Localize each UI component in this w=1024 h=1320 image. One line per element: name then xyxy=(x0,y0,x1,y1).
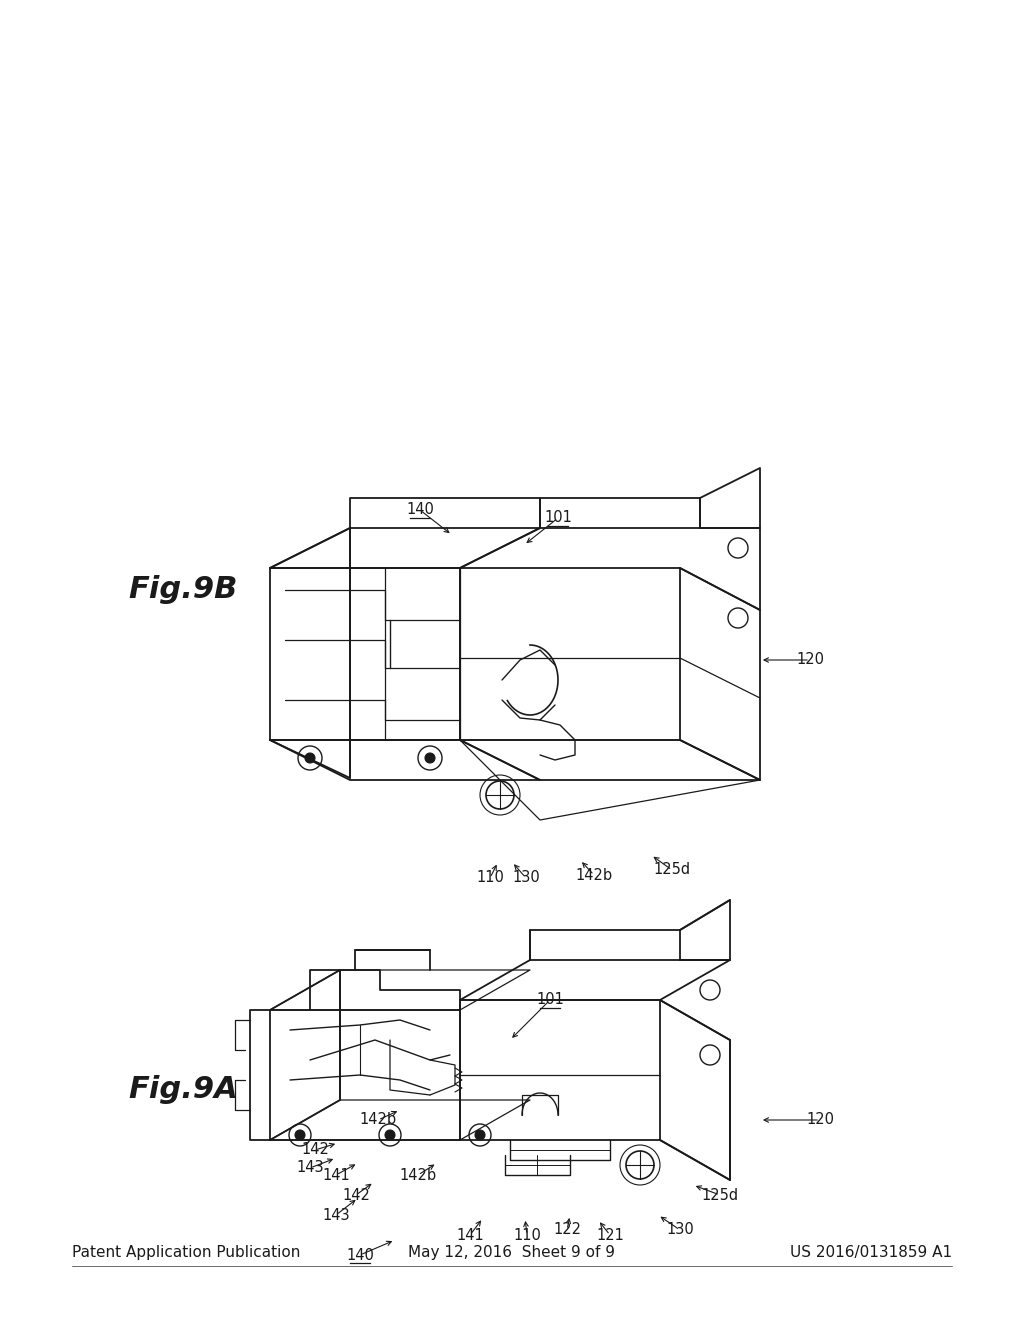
Text: 130: 130 xyxy=(512,870,540,886)
Circle shape xyxy=(475,1130,485,1140)
Text: 140: 140 xyxy=(407,503,434,517)
Text: Fig.9B: Fig.9B xyxy=(128,576,238,605)
Text: 101: 101 xyxy=(544,511,572,525)
Text: 130: 130 xyxy=(667,1222,694,1238)
Text: 142b: 142b xyxy=(575,867,612,883)
Text: 101: 101 xyxy=(536,993,564,1007)
Text: 120: 120 xyxy=(806,1113,834,1127)
Circle shape xyxy=(305,752,315,763)
Text: 120: 120 xyxy=(796,652,824,668)
Text: 122: 122 xyxy=(553,1222,581,1238)
Text: 142b: 142b xyxy=(399,1167,436,1183)
Text: 110: 110 xyxy=(476,870,504,886)
Circle shape xyxy=(295,1130,305,1140)
Text: 142: 142 xyxy=(342,1188,370,1203)
Text: 143: 143 xyxy=(296,1160,324,1176)
Text: Patent Application Publication: Patent Application Publication xyxy=(72,1245,300,1259)
Text: Fig.9A: Fig.9A xyxy=(128,1076,238,1105)
Text: 110: 110 xyxy=(513,1228,541,1242)
Text: 141: 141 xyxy=(323,1167,350,1183)
Text: 125d: 125d xyxy=(653,862,690,878)
Text: 142: 142 xyxy=(301,1143,329,1158)
Circle shape xyxy=(385,1130,395,1140)
Text: 141: 141 xyxy=(456,1228,484,1242)
Text: 142b: 142b xyxy=(359,1113,396,1127)
Text: 143: 143 xyxy=(323,1208,350,1222)
Text: 140: 140 xyxy=(346,1247,374,1262)
Text: 125d: 125d xyxy=(701,1188,738,1203)
Text: 121: 121 xyxy=(596,1228,624,1242)
Text: US 2016/0131859 A1: US 2016/0131859 A1 xyxy=(790,1245,952,1259)
Text: May 12, 2016  Sheet 9 of 9: May 12, 2016 Sheet 9 of 9 xyxy=(409,1245,615,1259)
Circle shape xyxy=(425,752,435,763)
